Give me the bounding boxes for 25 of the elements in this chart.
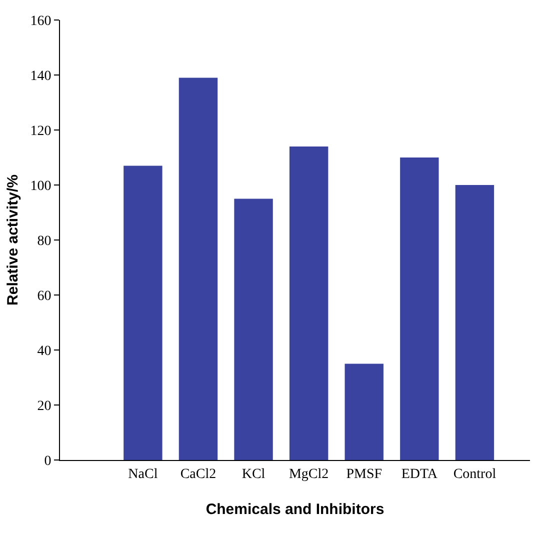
y-tick-label: 0 bbox=[44, 454, 52, 469]
bar bbox=[178, 78, 218, 460]
y-tick-label: 160 bbox=[30, 14, 52, 29]
bar bbox=[289, 146, 328, 460]
x-tick-label: MgCl2 bbox=[288, 466, 329, 482]
bar bbox=[234, 198, 273, 460]
y-axis-title: Relative activity/% bbox=[4, 174, 22, 306]
bar bbox=[344, 364, 384, 460]
bar bbox=[124, 166, 162, 460]
x-tick-label: EDTA bbox=[401, 466, 438, 482]
x-axis-title: Chemicals and Inhibitors bbox=[206, 500, 384, 518]
y-tick-label: 140 bbox=[30, 68, 52, 84]
x-tick-label: Control bbox=[453, 466, 496, 482]
bar bbox=[400, 158, 439, 460]
x-tick-label: KCl bbox=[242, 466, 266, 482]
y-tick-label: 20 bbox=[37, 398, 52, 414]
x-tick-label: NaCl bbox=[128, 466, 158, 482]
x-tick-label: CaCl2 bbox=[180, 466, 216, 482]
y-tick-label: 60 bbox=[37, 288, 52, 304]
y-tick-label: 100 bbox=[30, 178, 52, 194]
x-tick-label: PMSF bbox=[346, 466, 382, 482]
y-tick-label: 40 bbox=[37, 344, 52, 359]
bar bbox=[455, 185, 494, 460]
y-tick-label: 120 bbox=[30, 124, 52, 139]
y-tick-label: 80 bbox=[37, 234, 52, 249]
